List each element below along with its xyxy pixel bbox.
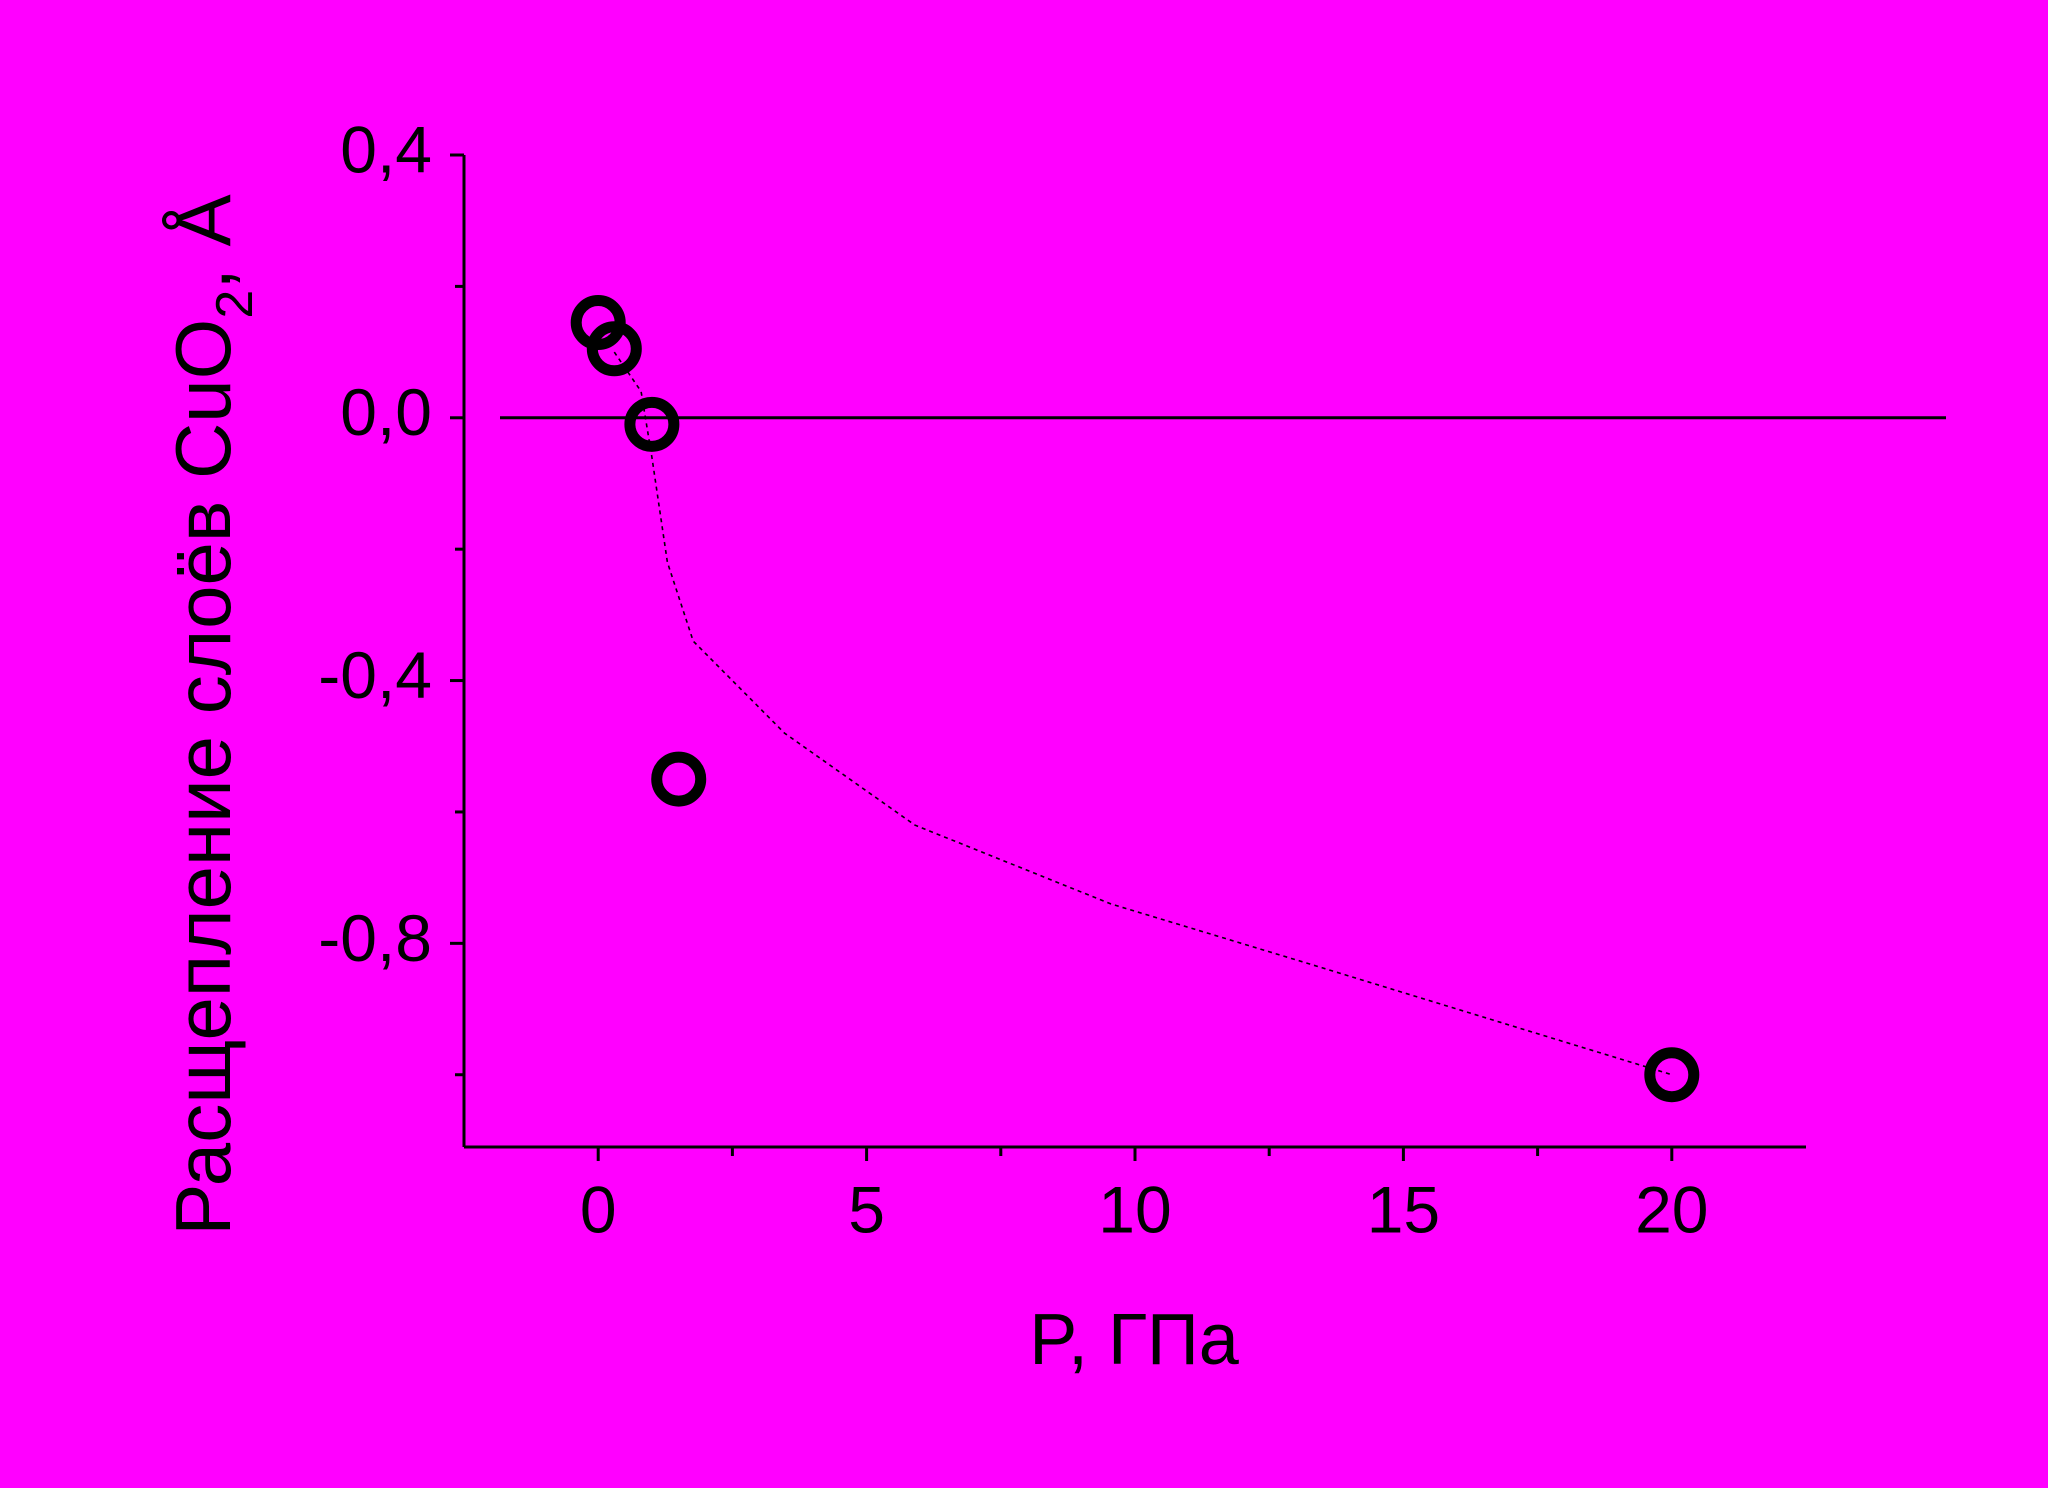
x-tick-label: 10	[1098, 1172, 1171, 1246]
y-axis-title-main: Расщепление слоёв CuO	[159, 319, 247, 1236]
data-point	[1644, 1047, 1700, 1103]
x-tick-label: 15	[1367, 1172, 1440, 1246]
data-point	[586, 321, 642, 377]
y-tick-label: 0,4	[340, 112, 432, 186]
data-point	[651, 751, 707, 807]
y-axis-title-unit: , Å	[159, 194, 247, 289]
y-tick-label: 0,0	[340, 375, 432, 449]
x-tick-label: 20	[1635, 1172, 1708, 1246]
y-tick-label: -0,4	[318, 638, 432, 712]
y-tick-label: -0,8	[318, 901, 432, 975]
x-tick-label: 5	[848, 1172, 885, 1246]
y-axis-title: Расщепление слоёв CuO2, Å	[159, 194, 264, 1235]
x-axis-title: P, ГПа	[1029, 1300, 1239, 1380]
y-axis-title-sub: 2	[206, 290, 264, 319]
fit-curve	[613, 351, 1673, 1076]
data-point	[624, 396, 680, 452]
x-tick-label: 0	[580, 1172, 617, 1246]
